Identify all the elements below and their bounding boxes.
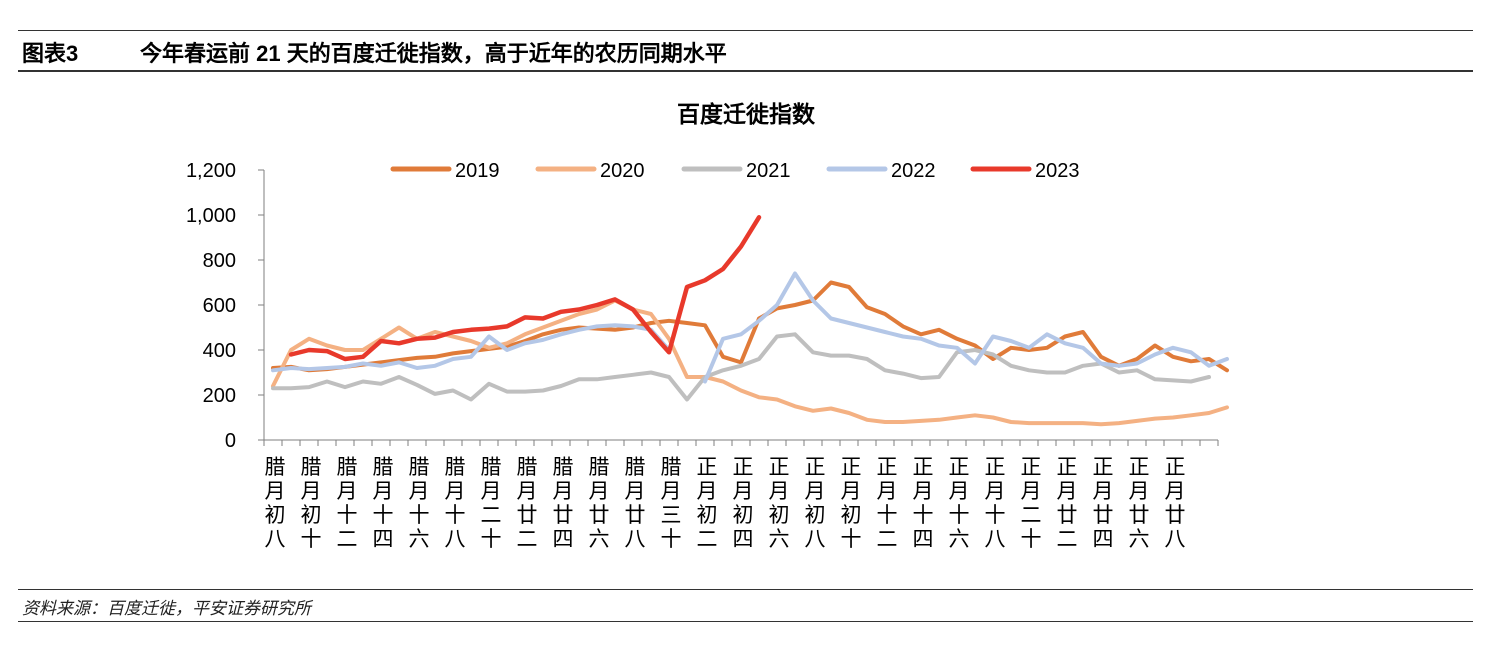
source-top-rule xyxy=(18,589,1473,590)
series-line-2022 xyxy=(271,271,1229,384)
x-tick-label: 腊月十八 xyxy=(445,456,466,551)
x-tick-label: 正月廿二 xyxy=(1057,456,1078,551)
y-axis: 0 200 400 600 800 1,000 1,200 xyxy=(186,160,265,452)
x-tick-label: 正月初八 xyxy=(805,456,826,551)
x-tick-label: 正月廿四 xyxy=(1093,456,1114,551)
x-tick-label: 腊月二十 xyxy=(481,456,502,551)
x-tick-label: 腊月廿八 xyxy=(625,456,646,551)
x-tick-label: 腊月初八 xyxy=(265,456,286,551)
figure-caption: 今年春运前 21 天的百度迁徙指数，高于近年的农历同期水平 xyxy=(140,41,727,66)
legend-label-2019: 2019 xyxy=(455,160,500,182)
y-tick-label: 200 xyxy=(203,385,236,407)
series-line-2023 xyxy=(288,215,762,362)
x-tick-label: 腊月廿二 xyxy=(517,456,538,551)
x-tick-label: 腊月三十 xyxy=(661,456,682,551)
legend-label-2021: 2021 xyxy=(746,160,791,182)
y-tick-label: 0 xyxy=(225,430,236,452)
figure-number: 图表3 xyxy=(22,41,79,66)
y-tick-label: 800 xyxy=(203,250,236,272)
legend-label-2020: 2020 xyxy=(600,160,645,182)
x-tick-label: 正月十六 xyxy=(949,456,970,551)
x-tick-label: 腊月十二 xyxy=(337,456,358,551)
series-line-2019 xyxy=(271,280,1229,373)
series-line-2020 xyxy=(271,298,1229,427)
legend-label-2022: 2022 xyxy=(891,160,936,182)
x-tick-label: 正月十八 xyxy=(985,456,1006,551)
top-rule xyxy=(18,30,1473,31)
x-tick-label: 正月二十 xyxy=(1021,456,1042,551)
legend: 2019 2020 2021 2022 2023 xyxy=(390,160,1080,182)
chart-title: 百度迁徙指数 xyxy=(677,101,816,127)
title-rule xyxy=(18,70,1473,72)
x-axis: 腊月初八腊月初十腊月十二腊月十四腊月十六腊月十八腊月二十腊月廿二腊月廿四腊月廿六… xyxy=(263,439,1219,551)
figure-title: 图表3 今年春运前 21 天的百度迁徙指数，高于近年的农历同期水平 xyxy=(22,36,727,68)
x-tick-label: 正月初四 xyxy=(733,456,754,551)
y-tick-label: 600 xyxy=(203,295,236,317)
source-note: 资料来源：百度迁徙，平安证券研究所 xyxy=(22,599,311,618)
x-tick-label: 正月廿六 xyxy=(1129,456,1150,551)
x-tick-label: 腊月初十 xyxy=(301,456,322,551)
y-tick-label: 400 xyxy=(203,340,236,362)
x-tick-label: 正月十四 xyxy=(913,456,934,551)
x-tick-label: 正月初十 xyxy=(841,456,862,551)
legend-label-2023: 2023 xyxy=(1035,160,1080,182)
x-tick-label: 腊月十六 xyxy=(409,456,430,551)
y-tick-label: 1,200 xyxy=(186,160,236,182)
series-line-2021 xyxy=(271,332,1211,402)
source-bottom-rule xyxy=(18,621,1473,622)
x-tick-label: 正月初二 xyxy=(697,456,718,551)
x-tick-label: 腊月十四 xyxy=(373,456,394,551)
x-tick-label: 正月初六 xyxy=(769,456,790,551)
x-tick-label: 正月廿八 xyxy=(1165,456,1186,551)
x-tick-label: 腊月廿六 xyxy=(589,456,610,551)
series-lines xyxy=(271,215,1229,427)
x-tick-label: 腊月廿四 xyxy=(553,456,574,551)
y-tick-label: 1,000 xyxy=(186,205,236,227)
x-tick-label: 正月十二 xyxy=(877,456,898,551)
